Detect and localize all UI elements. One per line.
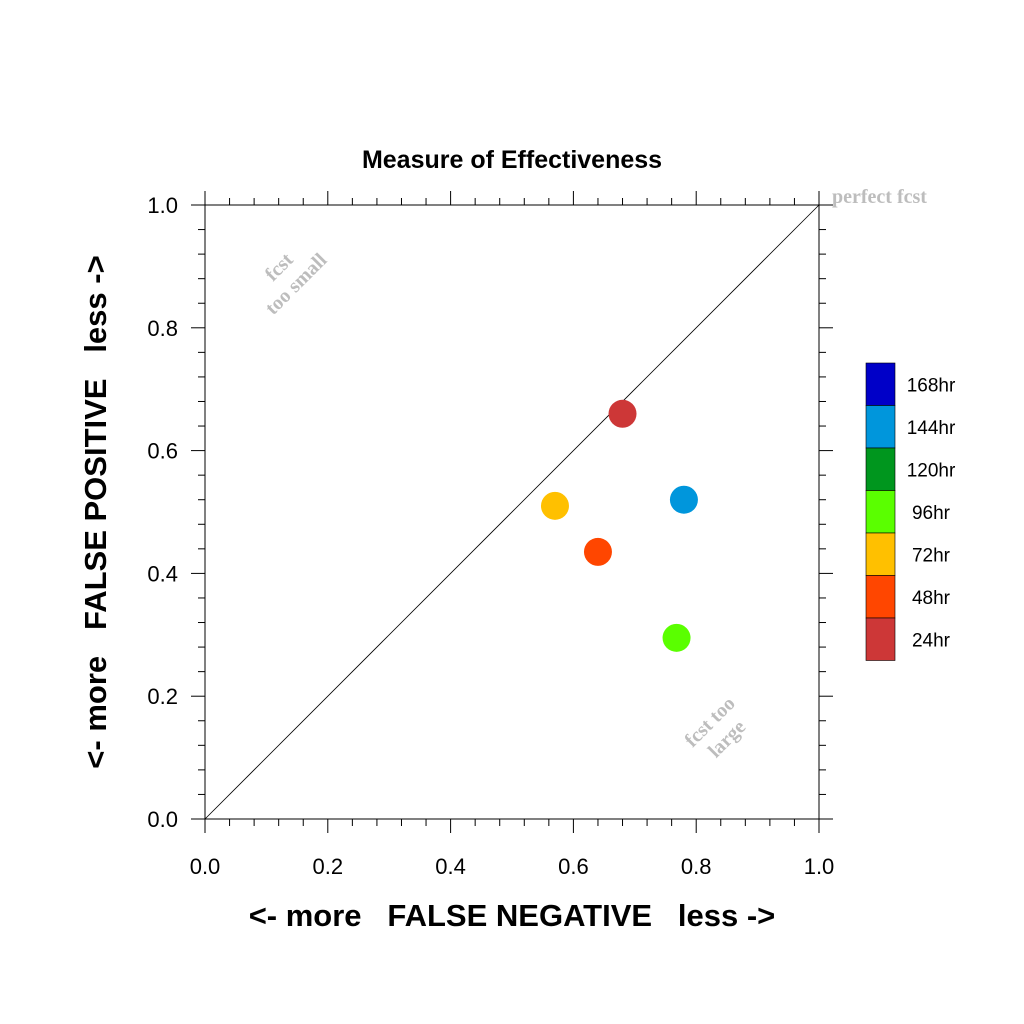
legend-label-72hr: 72hr: [912, 545, 951, 566]
annotation-too-large: fcst too large: [681, 693, 751, 763]
perfect-forecast-diagonal: [204, 204, 820, 820]
legend-swatch-48hr: [865, 575, 896, 619]
point-24hr: [608, 399, 637, 428]
legend-swatch-72hr: [865, 532, 896, 576]
y-tick-label: 0.6: [147, 439, 178, 464]
point-96hr: [662, 623, 691, 652]
y-tick-label: 0.2: [147, 684, 178, 709]
legend-label-120hr: 120hr: [907, 460, 956, 481]
y-tick-label: 1.0: [147, 193, 178, 218]
legend-label-48hr: 48hr: [912, 588, 951, 609]
legend-label-24hr: 24hr: [912, 630, 951, 651]
legend-swatch-144hr: [865, 405, 896, 449]
legend-label-96hr: 96hr: [912, 503, 951, 524]
legend-swatch-168hr: [865, 362, 896, 406]
y-tick-labels: 0.0 0.2 0.4 0.6 0.8 1.0: [147, 193, 178, 832]
annotation-perfect-forecast: perfect fcst: [832, 186, 927, 208]
x-tick-label: 0.8: [681, 854, 712, 879]
point-72hr: [540, 491, 569, 520]
axis-ticks: [191, 191, 833, 833]
x-axis-label: <- more FALSE NEGATIVE less ->: [249, 898, 776, 933]
x-tick-label: 0.2: [313, 854, 344, 879]
legend-label-168hr: 168hr: [907, 375, 956, 396]
x-tick-label: 0.6: [558, 854, 589, 879]
data-points: [540, 399, 698, 652]
chart-title: Measure of Effectiveness: [362, 146, 662, 174]
x-tick-label: 0.4: [435, 854, 466, 879]
point-144hr: [669, 485, 698, 514]
x-tick-labels: 0.0 0.2 0.4 0.6 0.8 1.0: [190, 854, 835, 879]
legend-swatch-96hr: [865, 490, 896, 534]
y-tick-label: 0.0: [147, 807, 178, 832]
point-48hr: [583, 537, 612, 566]
plot-frame: [204, 204, 820, 820]
legend-swatch-120hr: [865, 447, 896, 491]
y-axis-label: <- more FALSE POSITIVE less ->: [78, 255, 113, 768]
x-tick-label: 0.0: [190, 854, 221, 879]
x-tick-label: 1.0: [804, 854, 835, 879]
y-tick-label: 0.4: [147, 561, 178, 586]
y-tick-label: 0.8: [147, 316, 178, 341]
legend-swatch-24hr: [865, 617, 896, 661]
legend: 168hr 144hr 120hr 96hr 72hr 48hr 24hr: [865, 362, 956, 661]
legend-label-144hr: 144hr: [907, 418, 956, 439]
annotation-too-small: fcst too small: [261, 249, 332, 320]
